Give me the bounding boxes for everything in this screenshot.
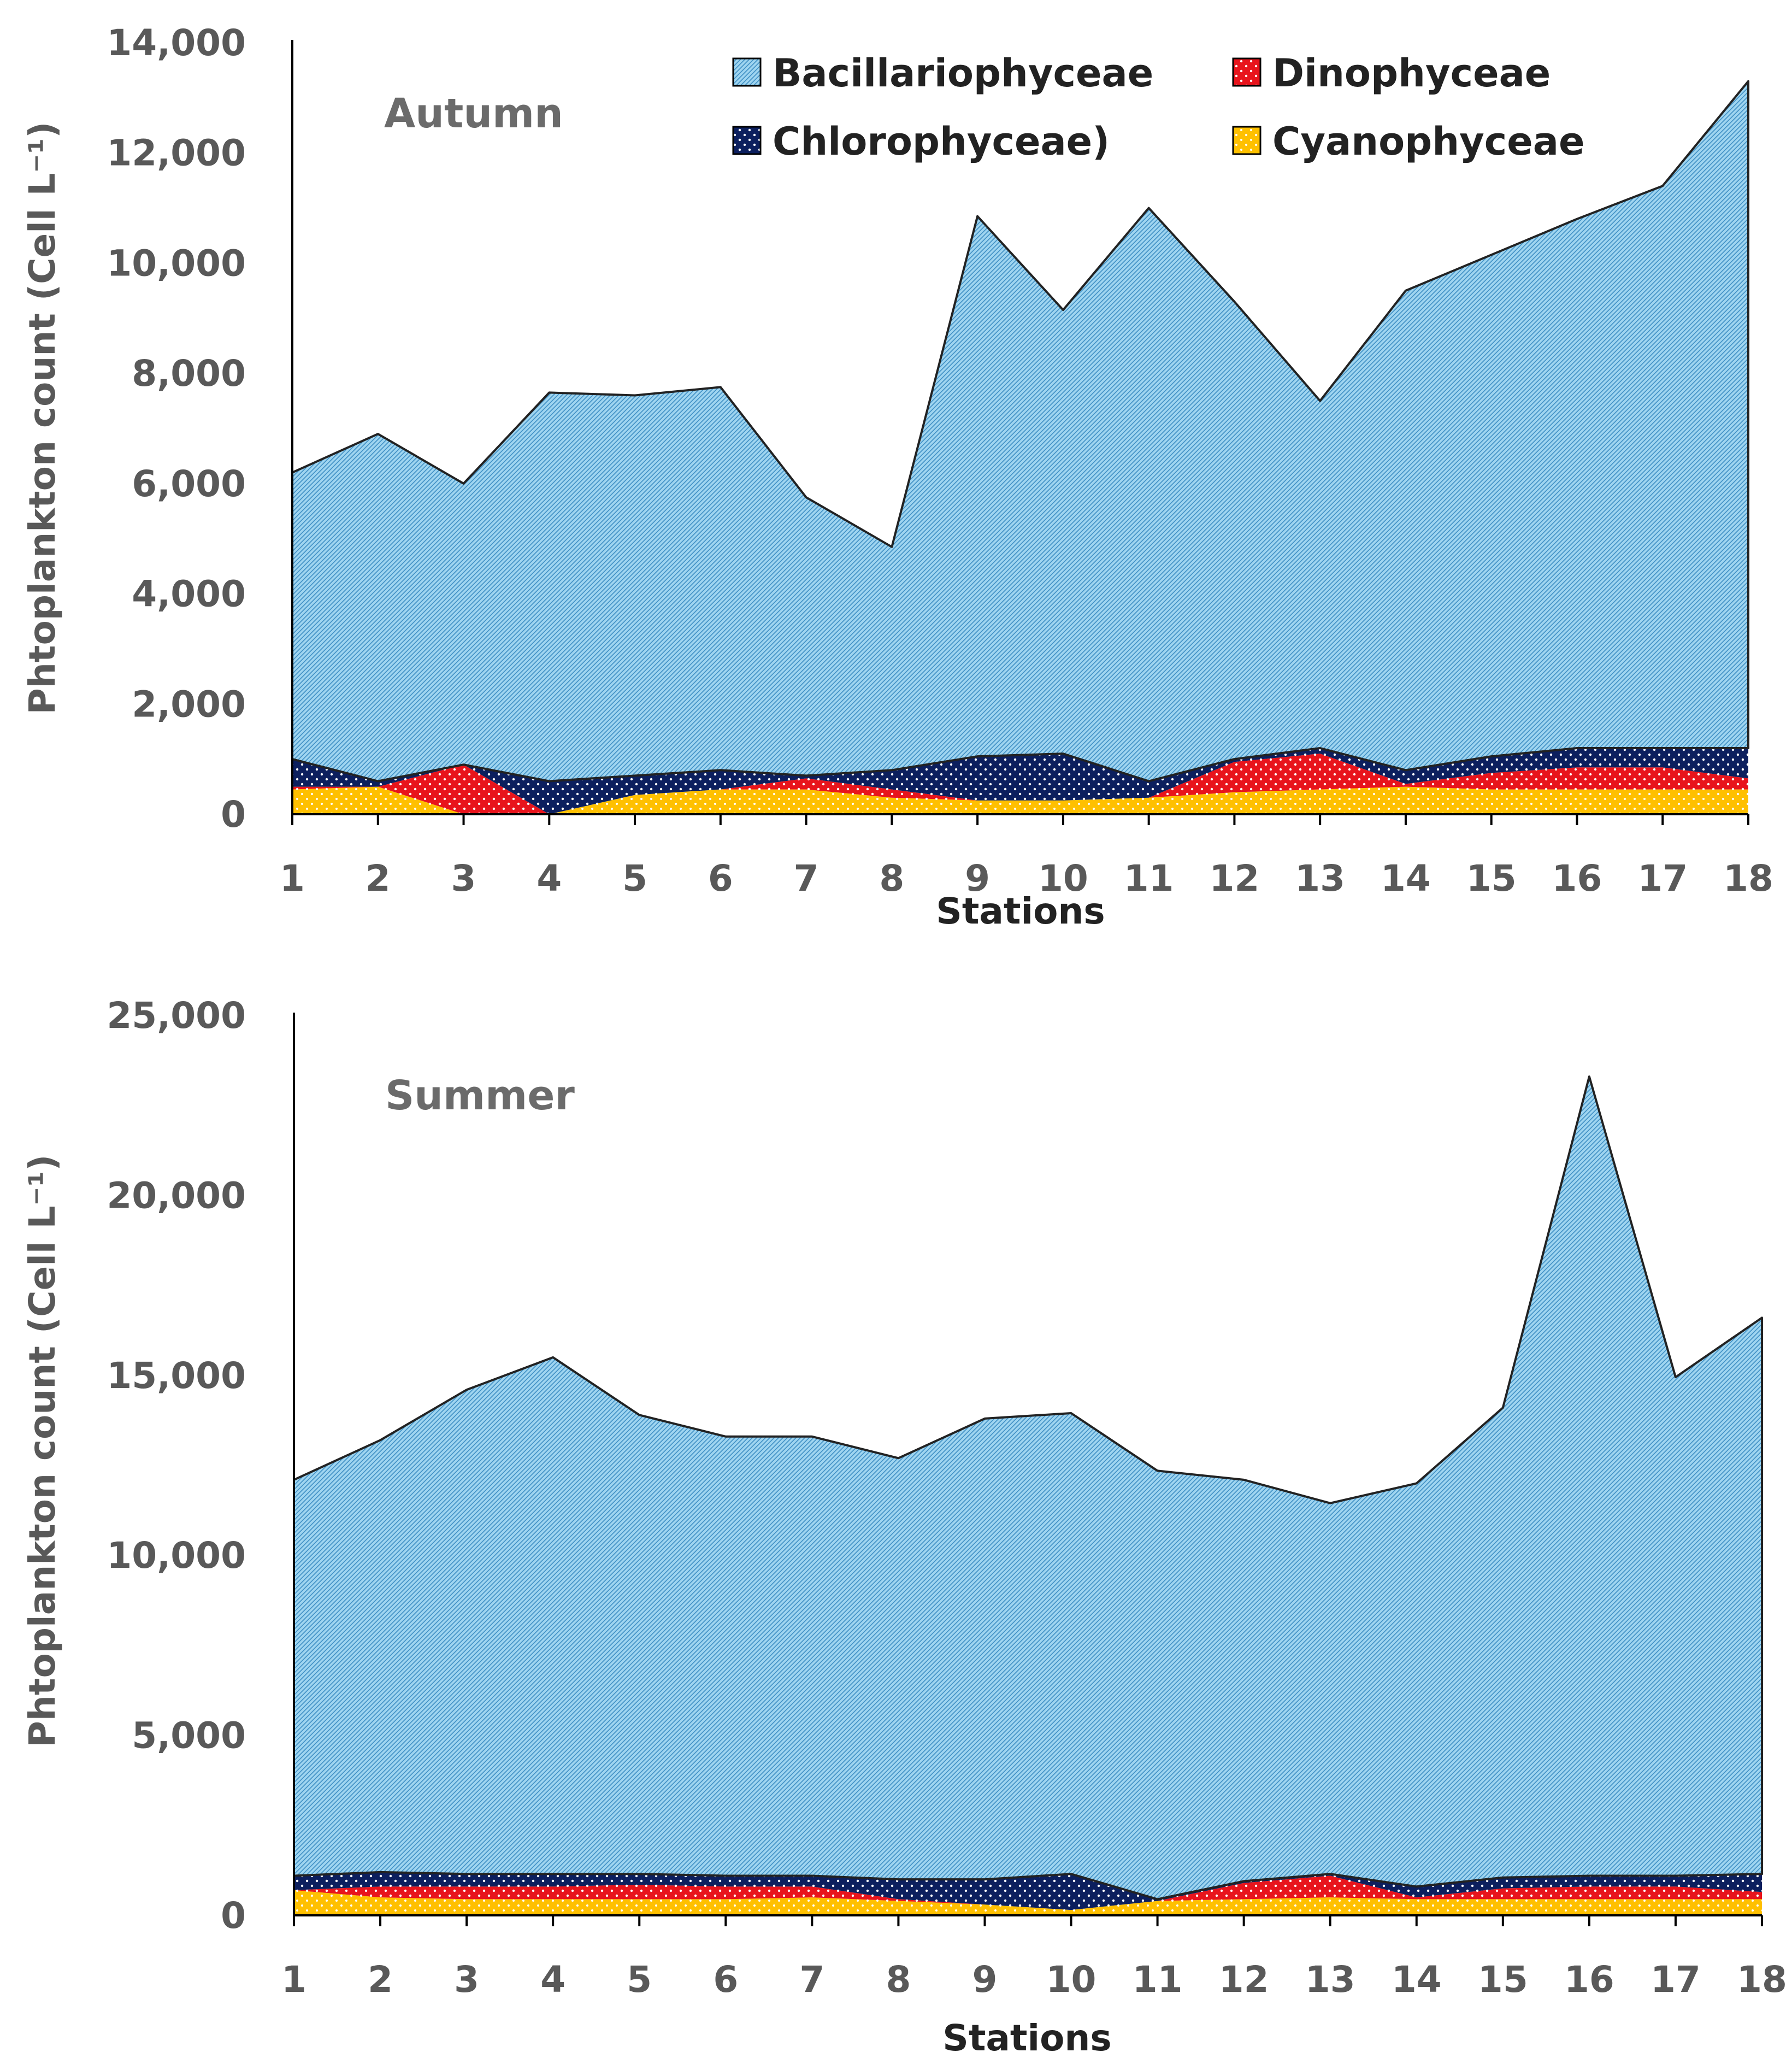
summer-x-tick-label: 4	[540, 1959, 565, 2001]
autumn-x-tick-label: 11	[1124, 857, 1174, 899]
autumn-x-tick-label: 4	[537, 857, 562, 899]
summer-y-tick-label: 5,000	[132, 1715, 246, 1757]
autumn-y-tick-label: 6,000	[132, 463, 246, 505]
autumn-x-tick-label: 14	[1381, 857, 1431, 899]
legend-item-chlorophyceae: Chlorophyceae)	[732, 119, 1110, 164]
summer-x-tick-label: 7	[799, 1959, 824, 2001]
summer-ticks: 1 2 3 4 5 6 7 8 9 10 11 12 13 14 15 16 17 1805,00010,0001…	[107, 995, 1787, 2001]
autumn-areas	[291, 80, 1749, 814]
autumn-x-tick-label: 7	[794, 857, 819, 899]
summer-x-axis-title: Stations	[942, 2017, 1111, 2059]
chlorophyceae-swatch-icon	[732, 126, 762, 155]
autumn-x-tick-label: 16	[1552, 857, 1602, 899]
summer-x-tick-label: 2	[368, 1959, 393, 2001]
autumn-y-tick-label: 4,000	[132, 573, 246, 615]
autumn-area-bacillariophyceae	[291, 80, 1749, 783]
summer-y-tick-label: 15,000	[107, 1355, 246, 1397]
autumn-x-tick-label: 12	[1209, 857, 1259, 899]
summer-x-tick-label: 3	[454, 1959, 479, 2001]
summer-x-tick-label: 5	[627, 1959, 652, 2001]
autumn-y-tick-label: 8,000	[132, 352, 246, 395]
summer-y-tick-label: 10,000	[107, 1534, 246, 1577]
legend-item-dinophyceae: Dinophyceae	[1232, 51, 1551, 96]
summer-area-dinophyceae	[294, 1875, 1762, 1910]
summer-x-tick-label: 1	[281, 1959, 306, 2001]
summer-x-tick-label: 15	[1478, 1959, 1528, 2001]
autumn-x-tick-label: 6	[708, 857, 733, 899]
bacillariophyceae-swatch-icon	[732, 57, 762, 87]
autumn-chart: 1 2 3 4 5 6 7 8 9 10 11 12 13 14 15 16 17 1802,0004,0006,…	[21, 22, 1773, 932]
autumn-x-tick-label: 13	[1295, 857, 1345, 899]
legend-label-chlorophyceae: Chlorophyceae)	[773, 119, 1110, 164]
summer-x-tick-label: 8	[886, 1959, 911, 2001]
summer-x-tick-label: 17	[1650, 1959, 1701, 2001]
summer-area-cyanophyceae	[294, 1890, 1762, 1915]
legend-label-bacillariophyceae: Bacillariophyceae	[773, 51, 1153, 96]
autumn-x-axis-title: Stations	[936, 890, 1105, 932]
autumn-y-tick-label: 10,000	[107, 242, 246, 284]
summer-y-tick-label: 20,000	[107, 1174, 246, 1216]
autumn-x-tick-label: 1	[280, 857, 305, 899]
legend: Bacillariophyceae Dinophyceae Chlorophyc…	[732, 51, 1584, 164]
cyanophyceae-swatch-icon	[1232, 126, 1262, 155]
autumn-y-tick-label: 12,000	[107, 132, 246, 174]
legend-label-dinophyceae: Dinophyceae	[1272, 51, 1551, 96]
legend-label-cyanophyceae: Cyanophyceae	[1272, 119, 1584, 164]
summer-y-tick-label: 25,000	[107, 995, 246, 1037]
summer-x-tick-label: 16	[1564, 1959, 1614, 2001]
summer-x-tick-label: 11	[1133, 1959, 1183, 2001]
autumn-y-tick-label: 2,000	[132, 683, 246, 725]
summer-x-tick-label: 10	[1046, 1959, 1097, 2001]
autumn-x-tick-label: 17	[1637, 857, 1688, 899]
summer-x-tick-label: 12	[1219, 1959, 1269, 2001]
autumn-axes	[291, 40, 1749, 825]
summer-panel-title: Summer	[385, 1072, 575, 1119]
summer-areas	[293, 1075, 1763, 1915]
autumn-x-tick-label: 2	[366, 857, 391, 899]
autumn-x-tick-label: 9	[965, 857, 990, 899]
legend-item-bacillariophyceae: Bacillariophyceae	[732, 51, 1153, 96]
autumn-x-tick-label: 18	[1723, 857, 1773, 899]
summer-y-tick-label: 0	[221, 1895, 246, 1937]
legend-item-cyanophyceae: Cyanophyceae	[1232, 119, 1584, 164]
summer-axes	[293, 1013, 1763, 1926]
autumn-y-tick-label: 0	[221, 793, 246, 836]
summer-area-chlorophyceae	[294, 1872, 1762, 1910]
autumn-x-tick-label: 10	[1038, 857, 1088, 899]
autumn-area-dinophyceae	[292, 754, 1748, 814]
dinophyceae-swatch-icon	[1232, 57, 1262, 87]
summer-chart: 1 2 3 4 5 6 7 8 9 10 11 12 13 14 15 16 17 1805,00010,0001…	[21, 995, 1787, 2059]
autumn-x-tick-label: 15	[1466, 857, 1517, 899]
summer-x-tick-label: 14	[1392, 1959, 1442, 2001]
summer-x-tick-label: 18	[1737, 1959, 1787, 2001]
autumn-x-tick-label: 5	[622, 857, 647, 899]
summer-area-bacillariophyceae	[293, 1075, 1763, 1901]
summer-x-tick-label: 6	[713, 1959, 738, 2001]
autumn-x-tick-label: 8	[879, 857, 904, 899]
summer-y-axis-title: Phtoplankton count (Cell L⁻¹)	[21, 1155, 63, 1748]
autumn-ticks: 1 2 3 4 5 6 7 8 9 10 11 12 13 14 15 16 17 1802,0004,0006,…	[107, 22, 1773, 899]
autumn-y-axis-title: Phtoplankton count (Cell L⁻¹)	[21, 122, 63, 715]
summer-x-tick-label: 9	[972, 1959, 998, 2001]
autumn-y-tick-label: 14,000	[107, 22, 246, 64]
autumn-panel-title: Autumn	[384, 90, 563, 137]
autumn-x-tick-label: 3	[451, 857, 476, 899]
summer-x-tick-label: 13	[1305, 1959, 1355, 2001]
